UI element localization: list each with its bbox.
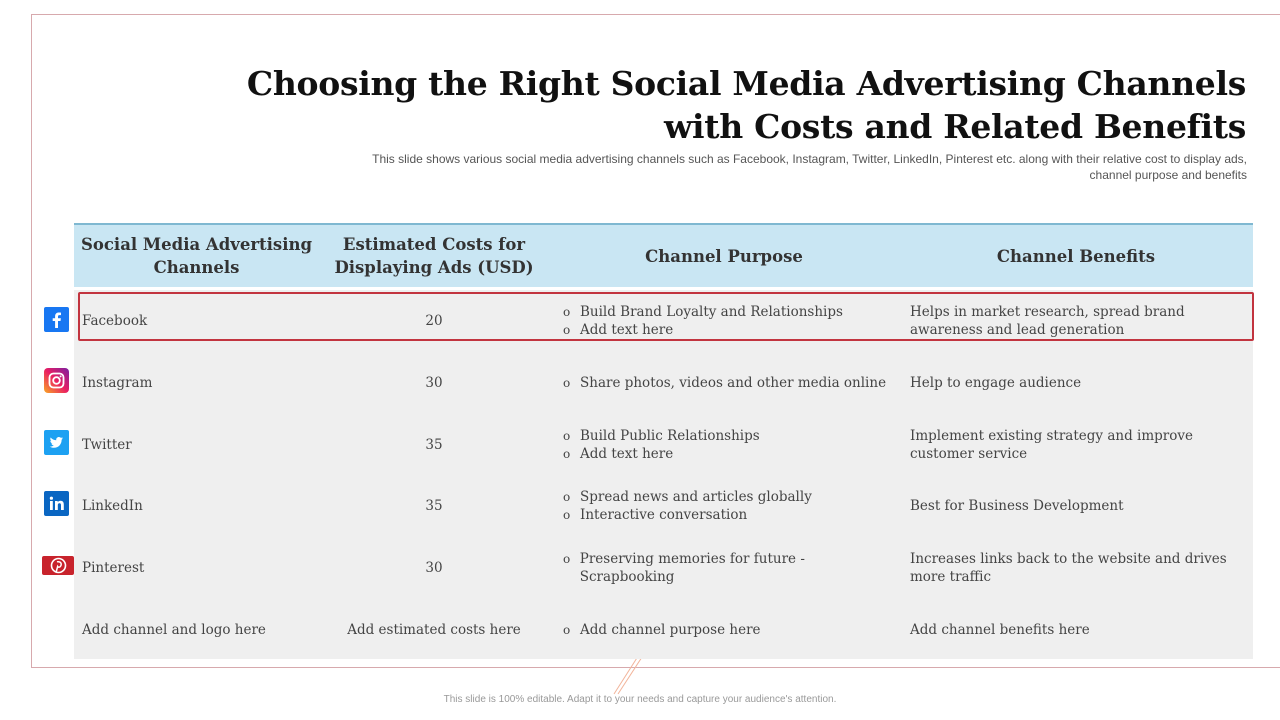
slide-title: Choosing the Right Social Media Advertis… [246,64,1246,146]
channel-name: Instagram [82,375,153,391]
channel-benefits: Increases links back to the website and … [910,551,1227,585]
purpose-item: o Spread news and articles globally [563,489,812,505]
channel-name: Pinterest [82,560,145,576]
channels-table: Social Media Advertising Channels Estima… [74,223,1253,659]
purpose-item: o Share photos, videos and other media on… [563,375,887,391]
linkedin-icon [44,491,69,516]
channel-purpose: o Add channel purpose here [549,599,899,661]
purpose-item: o Add text here [563,446,674,462]
twitter-icon [44,430,69,455]
channel-cost: 35 [425,498,443,514]
header-channels: Social Media Advertising Channels [80,235,313,277]
channel-name: LinkedIn [82,498,143,514]
table-row: Instagram 30 o Share photos, videos and o… [74,352,1253,414]
purpose-item: o Build Brand Loyalty and Relationships [563,304,843,320]
table-header: Social Media Advertising Channels Estima… [74,223,1253,287]
channel-name: Add channel and logo here [82,622,266,638]
header-benefits: Channel Benefits [996,246,1156,266]
channel-cost: 20 [425,313,443,329]
channel-cost: 30 [425,375,443,391]
channel-cost: 30 [425,560,443,576]
table-row: Twitter 35 o Build Public Relationships o… [74,414,1253,476]
channel-name: Twitter [82,437,132,453]
purpose-item: o Add text here [563,322,674,338]
slide-frame [31,14,1280,668]
channel-purpose: o Spread news and articles globally o Inte… [549,475,899,537]
channel-purpose: o Preserving memories for future - Scrapb… [549,537,899,599]
channel-name: Facebook [82,313,148,329]
purpose-item: o Preserving memories for future - Scrapb… [563,551,805,585]
header-purpose: Channel Purpose [645,246,803,266]
table-row: Facebook 20 o Build Brand Loyalty and Rel… [74,290,1253,352]
instagram-icon [44,368,69,393]
channel-cost: Add estimated costs here [347,622,521,638]
table-row: Pinterest 30 o Preserving memories for fu… [74,537,1253,599]
table-row: Add channel and logo here Add estimated … [74,599,1253,661]
pinterest-icon [42,556,74,575]
channel-benefits: Implement existing strategy and improve … [910,428,1193,462]
channel-purpose: o Build Public Relationships o Add text he… [549,414,899,476]
highlight-box [78,292,1254,341]
channel-benefits: Add channel benefits here [910,622,1090,638]
facebook-icon [44,307,69,332]
channel-purpose: o Share photos, videos and other media on… [549,352,899,414]
table-row: LinkedIn 35 o Spread news and articles gl… [74,475,1253,537]
channel-benefits: Helps in market research, spread brand a… [910,304,1185,338]
purpose-item: o Add channel purpose here [563,622,761,638]
channel-benefits: Best for Business Development [910,498,1124,514]
table-body: Facebook 20 o Build Brand Loyalty and Rel… [74,290,1253,659]
footer-note: This slide is 100% editable. Adapt it to… [443,694,837,705]
purpose-item: o Build Public Relationships [563,428,760,444]
header-costs: Estimated Costs for Displaying Ads (USD) [334,235,534,277]
channel-purpose: o Build Brand Loyalty and Relationships o… [549,290,899,352]
purpose-item: o Interactive conversation [563,507,748,523]
channel-benefits: Help to engage audience [910,375,1082,391]
slide-subtitle: This slide shows various social media ad… [372,152,1247,182]
channel-cost: 35 [425,437,443,453]
